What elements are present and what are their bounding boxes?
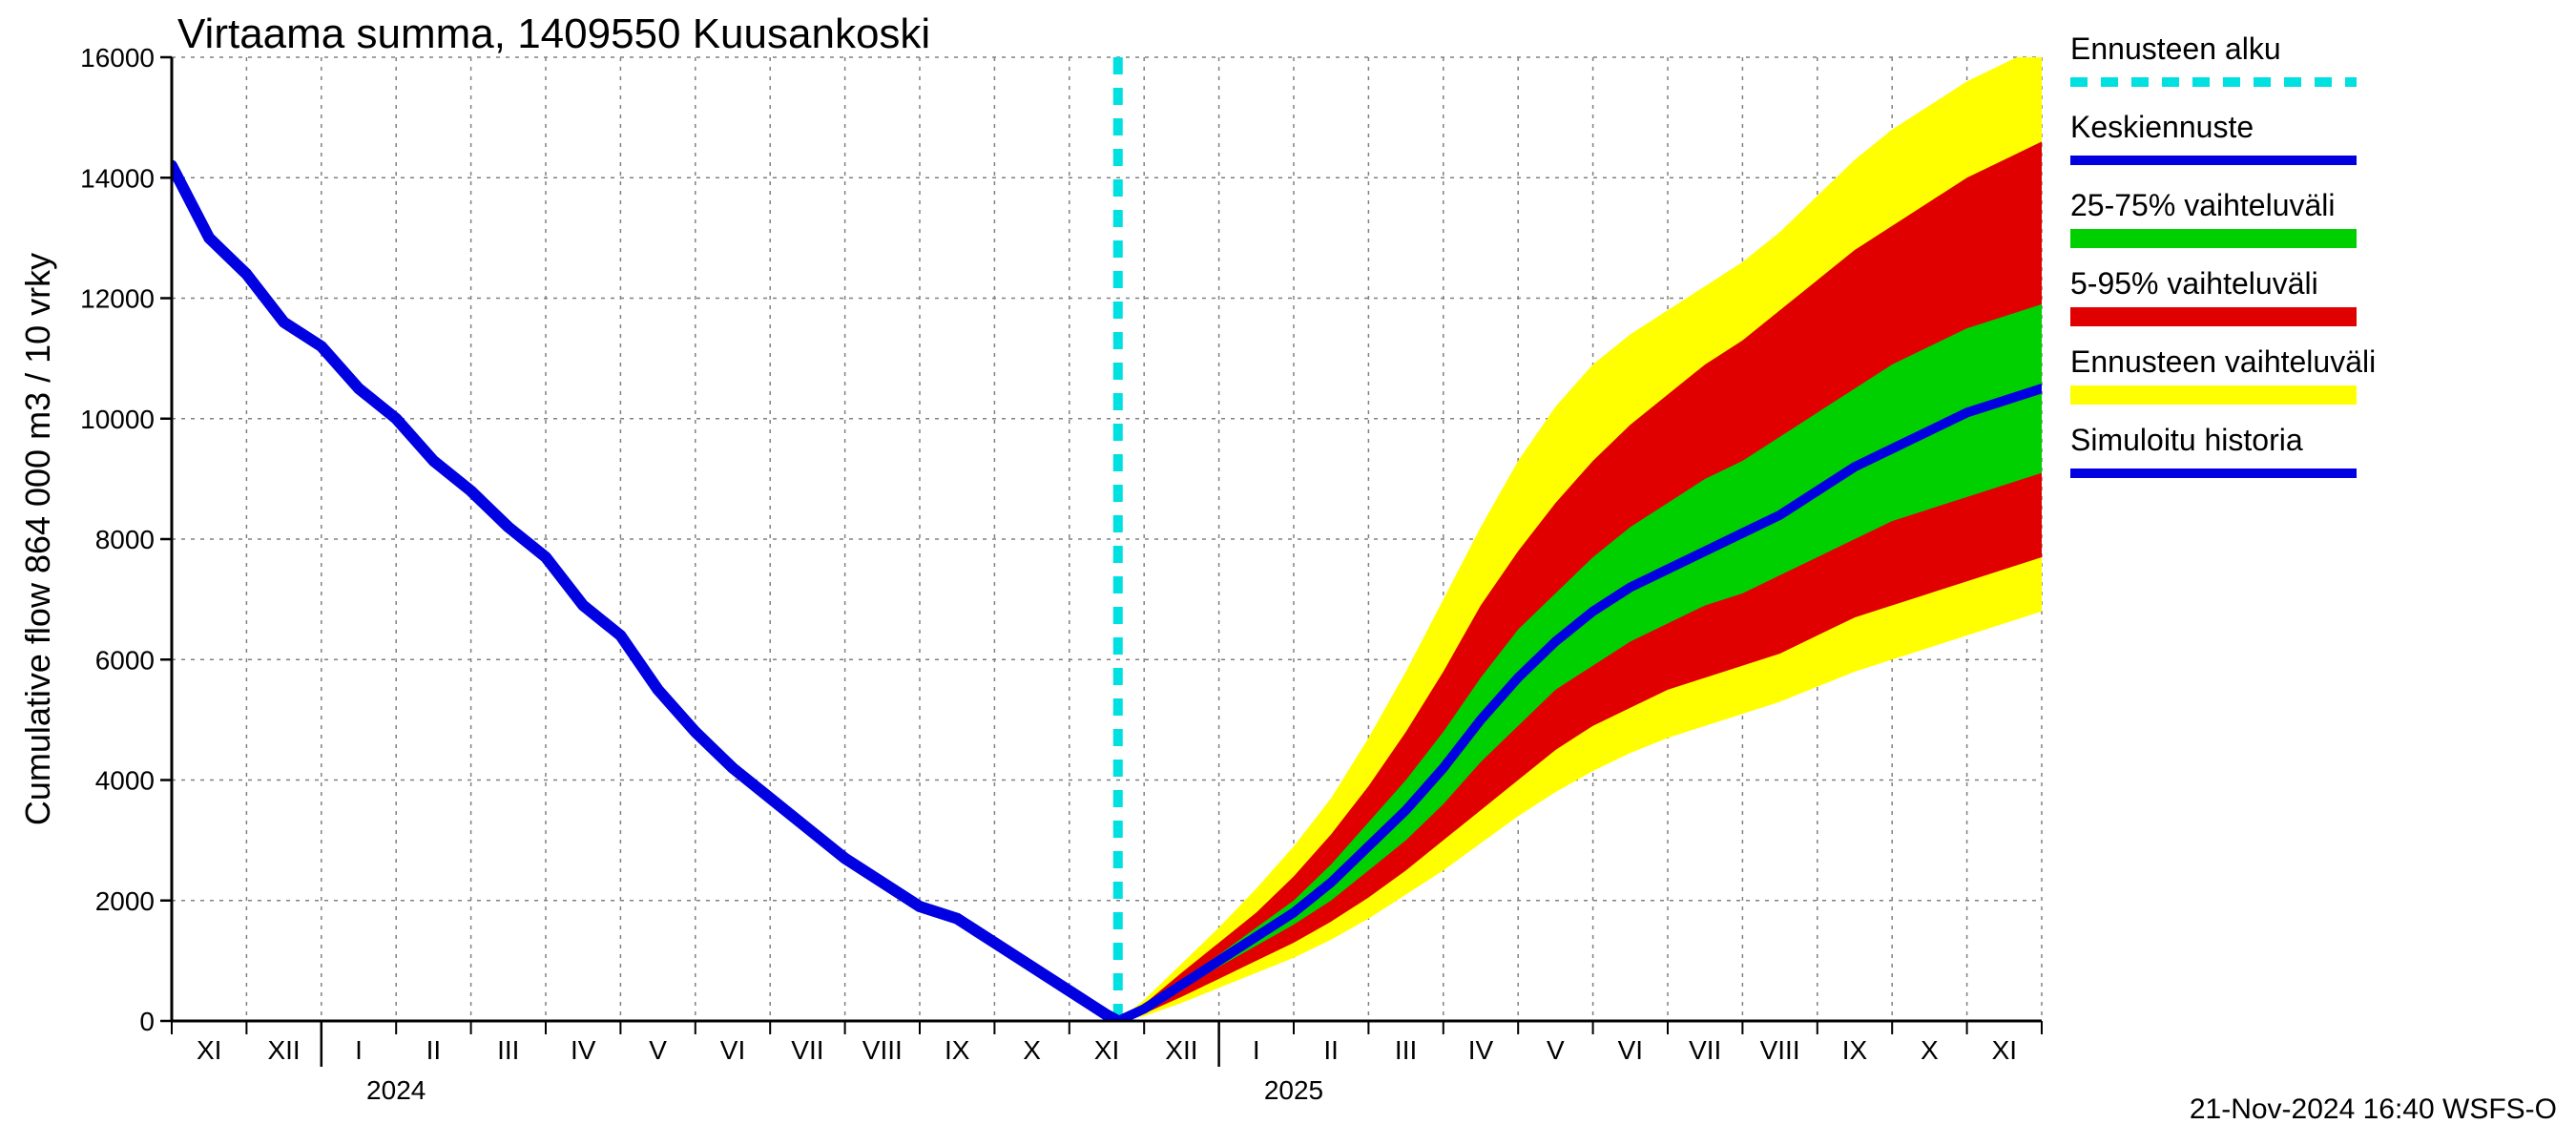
legend-label: 25-75% vaihteluväli [2070,188,2336,222]
y-tick-label: 16000 [80,43,155,73]
x-month-label: IV [1468,1035,1494,1065]
x-month-label: IX [945,1035,970,1065]
x-year-label: 2025 [1264,1075,1323,1105]
x-month-label: II [1323,1035,1339,1065]
chart-bg [0,0,2576,1145]
x-month-label: XII [267,1035,300,1065]
legend-swatch [2070,307,2357,326]
x-month-label: X [1023,1035,1041,1065]
y-tick-label: 14000 [80,163,155,193]
x-month-label: IV [571,1035,596,1065]
x-month-label: XI [197,1035,221,1065]
y-tick-label: 6000 [95,645,155,675]
x-month-label: XI [1094,1035,1119,1065]
legend-label: Ennusteen vaihteluväli [2070,344,2376,379]
x-month-label: III [1395,1035,1417,1065]
legend-label: Simuloitu historia [2070,423,2303,457]
legend-label: Ennusteen alku [2070,31,2281,66]
legend-label: 5-95% vaihteluväli [2070,266,2318,301]
y-tick-label: 10000 [80,405,155,434]
legend-swatch [2070,229,2357,248]
chart-title: Virtaama summa, 1409550 Kuusankoski [177,10,930,57]
x-month-label: I [1253,1035,1260,1065]
x-month-label: XII [1165,1035,1197,1065]
y-tick-label: 2000 [95,886,155,916]
y-tick-label: 4000 [95,766,155,796]
legend-label: Keskiennuste [2070,110,2254,144]
chart-footer: 21-Nov-2024 16:40 WSFS-O [2190,1093,2557,1125]
x-month-label: VI [720,1035,745,1065]
x-month-label: VIII [1760,1035,1800,1065]
x-month-label: VIII [862,1035,903,1065]
x-month-label: VII [1689,1035,1721,1065]
y-tick-label: 8000 [95,525,155,554]
y-axis-label: Cumulative flow 864 000 m3 / 10 vrky [18,253,57,825]
x-month-label: I [355,1035,363,1065]
x-month-label: V [649,1035,667,1065]
y-tick-label: 0 [139,1007,155,1036]
chart-svg: 0200040006000800010000120001400016000XIX… [0,0,2576,1145]
x-month-label: II [426,1035,442,1065]
x-month-label: III [497,1035,519,1065]
chart-container: 0200040006000800010000120001400016000XIX… [0,0,2576,1145]
x-year-label: 2024 [366,1075,426,1105]
y-tick-label: 12000 [80,284,155,314]
x-month-label: IX [1842,1035,1868,1065]
x-month-label: VI [1618,1035,1643,1065]
x-month-label: XI [1992,1035,2017,1065]
x-month-label: X [1921,1035,1939,1065]
legend-swatch [2070,385,2357,405]
x-month-label: V [1547,1035,1565,1065]
x-month-label: VII [791,1035,823,1065]
